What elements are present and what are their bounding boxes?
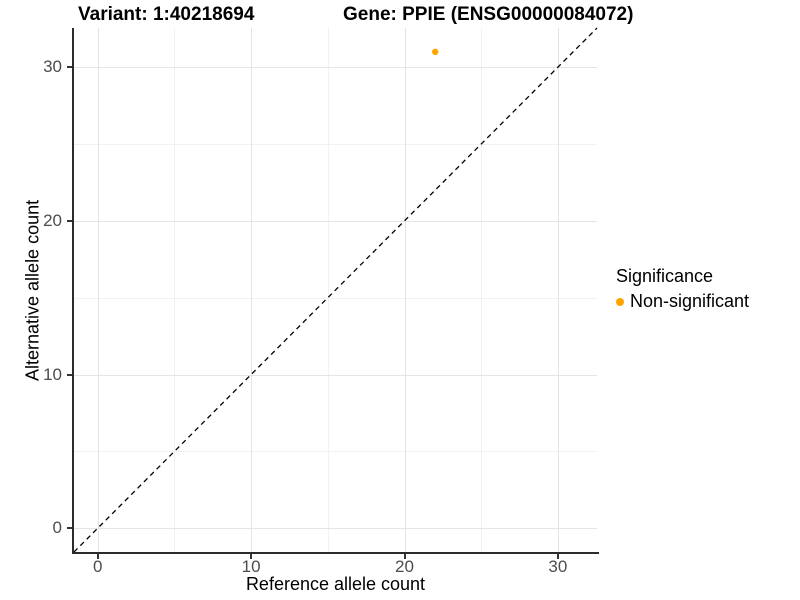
x-tick-label: 10	[241, 557, 261, 576]
x-major-gridline	[557, 28, 559, 552]
legend-item-label: Non-significant	[630, 291, 750, 311]
x-major-gridline	[251, 28, 253, 552]
y-tick-mark	[67, 219, 72, 222]
y-tick-mark	[67, 527, 72, 530]
x-minor-gridline	[174, 28, 176, 552]
plot-title-variant: Variant: 1:40218694	[78, 4, 255, 25]
x-major-gridline	[97, 28, 99, 552]
y-minor-gridline	[74, 451, 597, 453]
legend-item-non-significant: Non-significant	[616, 291, 749, 312]
x-axis-title: Reference allele count	[245, 574, 426, 594]
x-tick-mark	[556, 554, 559, 559]
x-tick-label: 30	[548, 557, 568, 576]
y-major-gridline	[74, 374, 597, 376]
y-tick-label: 20	[43, 210, 62, 230]
legend-point-icon	[616, 297, 624, 306]
y-tick-label: 30	[43, 57, 62, 77]
plot-panel	[73, 27, 598, 553]
x-tick-label: 20	[395, 557, 414, 576]
legend-title: Significance	[616, 266, 714, 286]
x-tick-mark	[403, 554, 406, 559]
y-axis-title: Alternative allele count	[22, 199, 43, 381]
x-minor-gridline	[481, 28, 483, 552]
x-axis-line	[72, 552, 599, 554]
x-tick-label: 0	[93, 557, 103, 576]
y-minor-gridline	[74, 144, 597, 146]
y-tick-mark	[67, 373, 72, 376]
data-point	[431, 48, 439, 56]
y-major-gridline	[74, 528, 597, 530]
x-tick-mark	[250, 554, 253, 559]
plot-layer	[73, 27, 598, 553]
x-major-gridline	[404, 28, 406, 552]
legend: Significance Non-significant	[616, 266, 749, 312]
y-tick-label: 0	[52, 518, 62, 538]
y-major-gridline	[74, 67, 597, 69]
y-minor-gridline	[74, 297, 597, 299]
y-tick-label: 10	[43, 364, 62, 384]
y-axis-line	[72, 28, 74, 554]
x-minor-gridline	[327, 28, 329, 552]
y-tick-mark	[67, 66, 72, 69]
identity-dashed-line	[73, 27, 598, 553]
plot-title-gene: Gene: PPIE (ENSG00000084072)	[343, 4, 634, 25]
x-tick-mark	[96, 554, 99, 559]
y-major-gridline	[74, 220, 597, 222]
